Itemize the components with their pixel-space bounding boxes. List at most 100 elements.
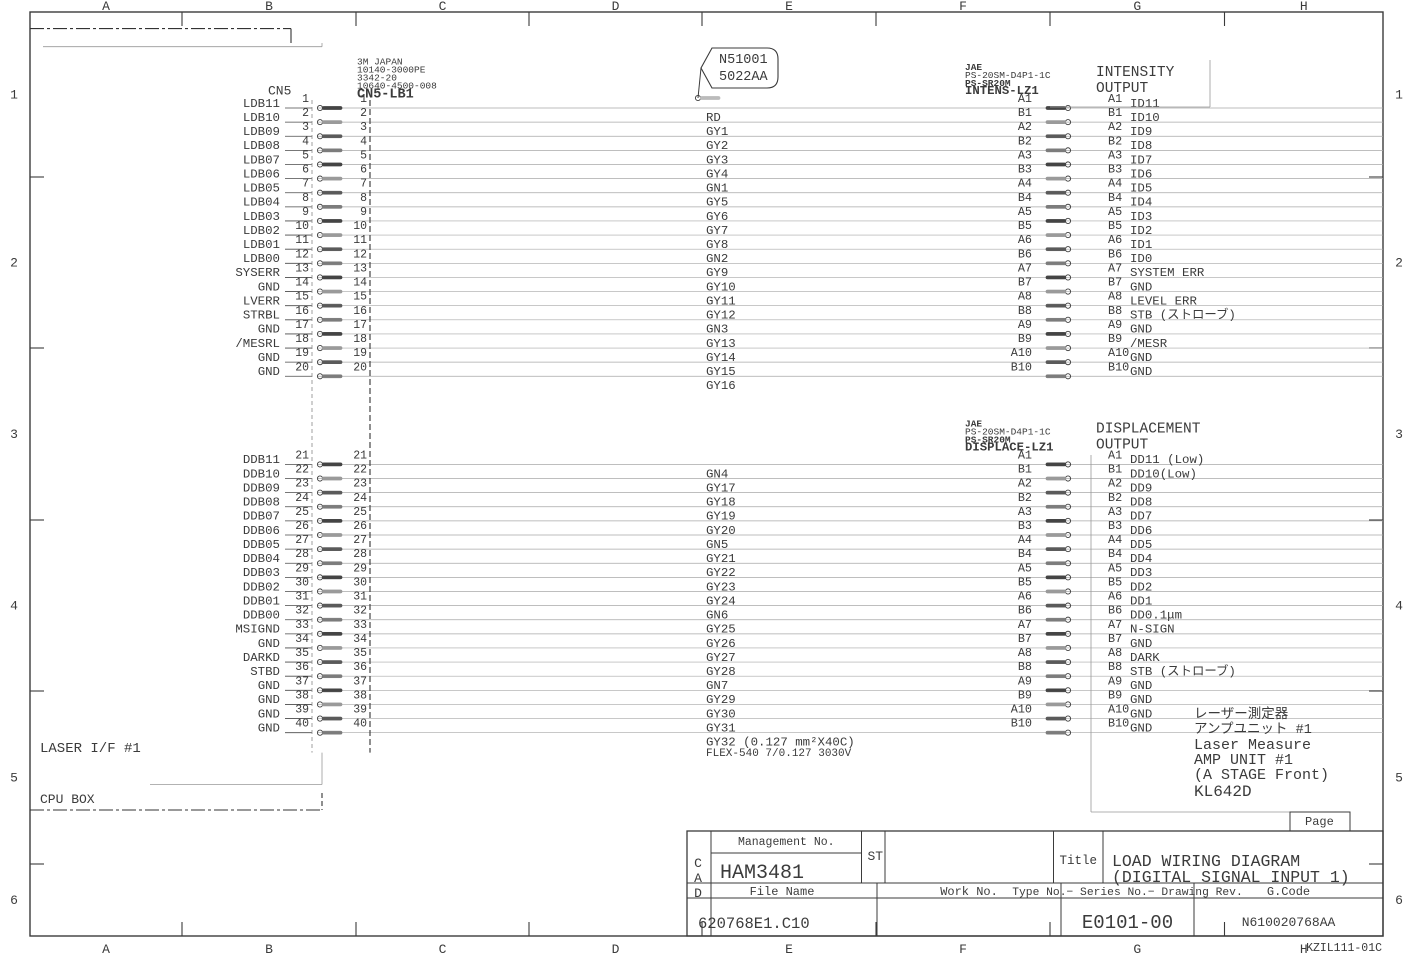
svg-text:DD5: DD5 — [1130, 538, 1152, 552]
svg-text:7: 7 — [360, 178, 367, 191]
svg-text:A5: A5 — [1108, 205, 1122, 219]
svg-text:ID8: ID8 — [1130, 139, 1152, 153]
svg-text:GY14: GY14 — [706, 351, 736, 365]
svg-text:25: 25 — [353, 506, 367, 519]
svg-text:34: 34 — [353, 633, 367, 646]
svg-text:DISPLACE-LZ1: DISPLACE-LZ1 — [965, 440, 1054, 454]
svg-text:GND: GND — [1130, 721, 1152, 735]
svg-text:INTENS-LZ1: INTENS-LZ1 — [965, 84, 1039, 98]
svg-text:24: 24 — [295, 492, 309, 505]
svg-text:DD9: DD9 — [1130, 481, 1152, 495]
svg-text:GY2: GY2 — [706, 139, 728, 153]
svg-text:GN3: GN3 — [706, 323, 728, 337]
svg-text:6: 6 — [302, 164, 309, 177]
svg-text:A9: A9 — [1018, 318, 1032, 332]
svg-text:C: C — [439, 0, 447, 14]
svg-text:RD: RD — [706, 111, 721, 125]
svg-text:CN5-LB1: CN5-LB1 — [357, 88, 414, 103]
svg-text:GN6: GN6 — [706, 609, 728, 623]
svg-text:SYSTEM ERR: SYSTEM ERR — [1130, 266, 1205, 280]
svg-text:GND: GND — [258, 323, 280, 337]
svg-text:ID7: ID7 — [1130, 153, 1152, 167]
svg-text:N-SIGN: N-SIGN — [1130, 623, 1175, 637]
svg-text:E0101-00: E0101-00 — [1082, 912, 1173, 934]
svg-text:ID3: ID3 — [1130, 210, 1152, 224]
svg-text:GY9: GY9 — [706, 266, 728, 280]
svg-text:LDB00: LDB00 — [243, 252, 280, 266]
svg-text:GND: GND — [258, 280, 280, 294]
svg-text:GND: GND — [258, 637, 280, 651]
svg-text:E: E — [785, 942, 793, 957]
svg-text:14: 14 — [353, 277, 367, 290]
svg-text:ID9: ID9 — [1130, 125, 1152, 139]
svg-text:GY22: GY22 — [706, 566, 736, 580]
svg-text:B1: B1 — [1108, 463, 1122, 477]
svg-text:21: 21 — [295, 449, 309, 462]
svg-text:A9: A9 — [1018, 674, 1032, 688]
svg-text:A4: A4 — [1018, 177, 1032, 191]
svg-text:CN5: CN5 — [268, 84, 291, 99]
svg-text:3: 3 — [10, 427, 18, 442]
svg-text:D: D — [694, 886, 702, 901]
svg-text:B5: B5 — [1018, 575, 1032, 589]
svg-text:15: 15 — [353, 291, 367, 304]
svg-text:B3: B3 — [1018, 163, 1032, 177]
svg-text:B1: B1 — [1018, 106, 1032, 120]
svg-text:DD4: DD4 — [1130, 552, 1152, 566]
svg-text:A6: A6 — [1108, 590, 1122, 604]
svg-text:9: 9 — [302, 206, 309, 219]
svg-text:LDB04: LDB04 — [243, 196, 280, 210]
svg-text:B10: B10 — [1108, 717, 1129, 731]
svg-text:A5: A5 — [1108, 561, 1122, 575]
svg-text:16: 16 — [295, 305, 309, 318]
svg-text:A2: A2 — [1108, 120, 1122, 134]
svg-text:5022AA: 5022AA — [719, 70, 769, 85]
svg-text:B1: B1 — [1108, 106, 1122, 120]
svg-text:6: 6 — [1395, 893, 1403, 908]
svg-text:ID5: ID5 — [1130, 182, 1152, 196]
svg-text:A7: A7 — [1018, 618, 1032, 632]
svg-text:1: 1 — [302, 93, 309, 106]
svg-text:GY3: GY3 — [706, 153, 728, 167]
svg-text:H: H — [1300, 0, 1308, 14]
svg-text:GND: GND — [258, 693, 280, 707]
svg-text:2: 2 — [360, 107, 367, 120]
svg-text:A8: A8 — [1108, 290, 1122, 304]
svg-text:GN1: GN1 — [706, 182, 728, 196]
svg-text:D: D — [612, 0, 620, 14]
svg-text:GND: GND — [1130, 637, 1152, 651]
svg-text:A4: A4 — [1108, 177, 1122, 191]
svg-text:G: G — [1133, 0, 1141, 14]
svg-text:16: 16 — [353, 305, 367, 318]
svg-text:GND: GND — [1130, 351, 1152, 365]
svg-text:B8: B8 — [1108, 660, 1122, 674]
svg-text:LDB01: LDB01 — [243, 238, 280, 252]
svg-text:37: 37 — [295, 675, 309, 688]
svg-text:A: A — [694, 871, 702, 886]
svg-text:A3: A3 — [1108, 148, 1122, 162]
svg-text:DD2: DD2 — [1130, 580, 1152, 594]
svg-text:G.Code: G.Code — [1267, 885, 1310, 899]
svg-text:A2: A2 — [1108, 477, 1122, 491]
svg-text:LVERR: LVERR — [243, 294, 281, 308]
svg-text:DD11 (Low): DD11 (Low) — [1130, 453, 1204, 467]
svg-text:STB (ストローブ): STB (ストローブ) — [1130, 663, 1236, 679]
svg-text:B9: B9 — [1018, 688, 1032, 702]
svg-text:A9: A9 — [1108, 318, 1122, 332]
svg-text:A: A — [102, 942, 110, 957]
svg-text:DDB00: DDB00 — [243, 609, 280, 623]
svg-text:DD1: DD1 — [1130, 594, 1152, 608]
svg-text:ID6: ID6 — [1130, 167, 1152, 181]
svg-text:GY1: GY1 — [706, 125, 728, 139]
svg-text:KZIL111-01C: KZIL111-01C — [1306, 942, 1382, 955]
svg-text:20: 20 — [353, 361, 367, 374]
svg-text:4: 4 — [10, 599, 18, 614]
svg-text:アンプユニット #1: アンプユニット #1 — [1194, 721, 1312, 738]
svg-text:DDB04: DDB04 — [243, 552, 280, 566]
svg-text:B5: B5 — [1018, 219, 1032, 233]
svg-text:A10: A10 — [1011, 703, 1032, 717]
svg-text:17: 17 — [295, 319, 309, 332]
svg-text:B6: B6 — [1108, 247, 1122, 261]
svg-text:5: 5 — [360, 149, 367, 162]
svg-text:B7: B7 — [1018, 276, 1032, 290]
